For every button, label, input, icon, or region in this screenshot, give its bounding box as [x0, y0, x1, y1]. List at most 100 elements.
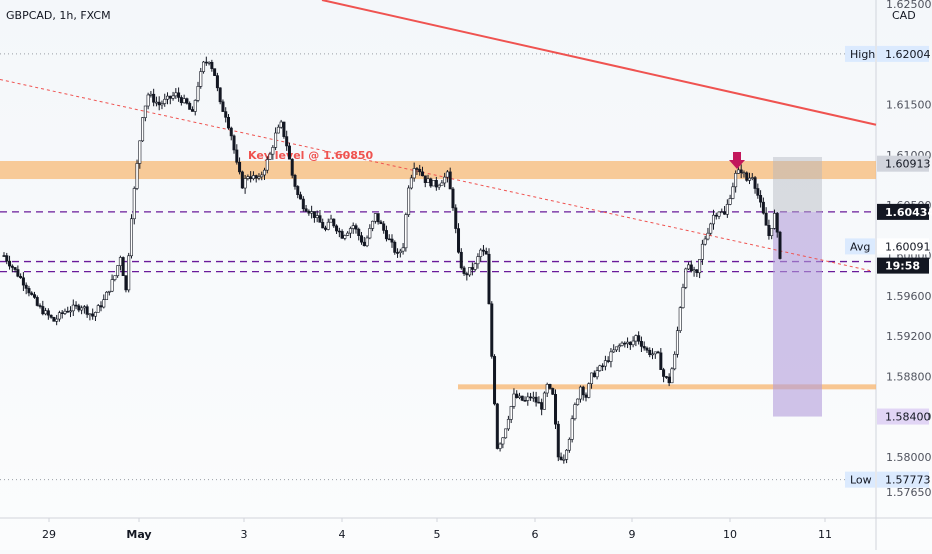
- candle[interactable]: [19, 275, 23, 279]
- candle[interactable]: [711, 214, 715, 225]
- candle[interactable]: [626, 341, 630, 344]
- candle[interactable]: [384, 230, 388, 240]
- candle[interactable]: [260, 174, 264, 178]
- candle[interactable]: [318, 215, 322, 223]
- candle[interactable]: [598, 365, 602, 372]
- candle[interactable]: [351, 225, 355, 229]
- candle[interactable]: [63, 310, 67, 314]
- candle[interactable]: [664, 376, 668, 378]
- candle[interactable]: [656, 351, 660, 354]
- candle[interactable]: [371, 220, 375, 229]
- trend-line-dashed[interactable]: [0, 78, 871, 272]
- candle[interactable]: [473, 263, 477, 270]
- candle[interactable]: [548, 384, 552, 389]
- candle[interactable]: [651, 353, 655, 356]
- candle[interactable]: [240, 171, 244, 189]
- candle[interactable]: [609, 351, 613, 362]
- candle[interactable]: [709, 223, 713, 234]
- candle[interactable]: [742, 172, 746, 175]
- candle[interactable]: [484, 250, 488, 255]
- candle[interactable]: [509, 406, 513, 420]
- candle[interactable]: [498, 443, 502, 449]
- candle[interactable]: [282, 121, 286, 137]
- candle[interactable]: [13, 267, 17, 270]
- candle[interactable]: [35, 297, 39, 306]
- candle[interactable]: [238, 161, 242, 173]
- candle[interactable]: [432, 180, 436, 187]
- candle[interactable]: [57, 312, 61, 320]
- candle[interactable]: [454, 207, 458, 229]
- candle[interactable]: [631, 340, 635, 346]
- candle[interactable]: [293, 175, 297, 187]
- candle[interactable]: [620, 342, 624, 346]
- candle[interactable]: [756, 188, 760, 196]
- price-tag-bg[interactable]: [877, 155, 929, 172]
- candle[interactable]: [149, 93, 153, 96]
- candle[interactable]: [670, 368, 674, 384]
- candle[interactable]: [210, 61, 214, 69]
- candle[interactable]: [143, 105, 147, 118]
- candle[interactable]: [373, 213, 377, 222]
- candle[interactable]: [462, 267, 466, 274]
- candle[interactable]: [720, 211, 724, 213]
- candle[interactable]: [285, 136, 289, 147]
- candle[interactable]: [470, 267, 474, 270]
- candle[interactable]: [578, 386, 582, 400]
- candle[interactable]: [290, 158, 294, 176]
- candle[interactable]: [584, 394, 588, 398]
- candle[interactable]: [105, 291, 109, 300]
- candle[interactable]: [332, 218, 336, 227]
- candle[interactable]: [637, 335, 641, 342]
- candle[interactable]: [681, 287, 685, 309]
- candle[interactable]: [639, 340, 643, 347]
- candle[interactable]: [224, 111, 228, 118]
- price-tag-bg[interactable]: [877, 471, 929, 488]
- candle[interactable]: [315, 215, 319, 218]
- candle[interactable]: [249, 176, 253, 180]
- candle[interactable]: [717, 211, 721, 217]
- candle[interactable]: [698, 259, 702, 274]
- candle[interactable]: [10, 265, 14, 268]
- candle[interactable]: [479, 249, 483, 257]
- candle[interactable]: [368, 228, 372, 239]
- candle[interactable]: [271, 147, 275, 155]
- candle[interactable]: [590, 372, 594, 385]
- candle[interactable]: [357, 228, 361, 236]
- candle[interactable]: [251, 175, 255, 180]
- candle[interactable]: [257, 176, 261, 179]
- candle[interactable]: [121, 257, 125, 277]
- candle[interactable]: [759, 195, 763, 203]
- candle[interactable]: [166, 95, 170, 100]
- candle[interactable]: [93, 312, 97, 317]
- candle[interactable]: [190, 109, 194, 112]
- candle[interactable]: [146, 94, 150, 107]
- candle[interactable]: [91, 313, 95, 317]
- candle[interactable]: [82, 306, 86, 309]
- candle[interactable]: [221, 101, 225, 112]
- candle[interactable]: [163, 98, 167, 104]
- candle[interactable]: [612, 349, 616, 353]
- candle[interactable]: [66, 310, 70, 313]
- candle[interactable]: [576, 398, 580, 405]
- candle[interactable]: [675, 330, 679, 355]
- candle[interactable]: [490, 303, 494, 357]
- candle[interactable]: [481, 249, 485, 252]
- candle[interactable]: [529, 396, 533, 399]
- candle[interactable]: [723, 211, 727, 215]
- candle[interactable]: [276, 126, 280, 134]
- candle[interactable]: [154, 101, 158, 104]
- candle[interactable]: [689, 264, 693, 272]
- candle[interactable]: [188, 103, 192, 110]
- candle[interactable]: [515, 393, 519, 398]
- candle[interactable]: [168, 95, 172, 99]
- candle[interactable]: [138, 140, 142, 164]
- candle[interactable]: [501, 437, 505, 445]
- candle[interactable]: [725, 204, 729, 215]
- candle[interactable]: [731, 186, 735, 199]
- candle[interactable]: [348, 228, 352, 234]
- candle[interactable]: [265, 159, 269, 171]
- candle[interactable]: [628, 341, 632, 346]
- candle[interactable]: [301, 198, 305, 210]
- candle[interactable]: [534, 396, 538, 403]
